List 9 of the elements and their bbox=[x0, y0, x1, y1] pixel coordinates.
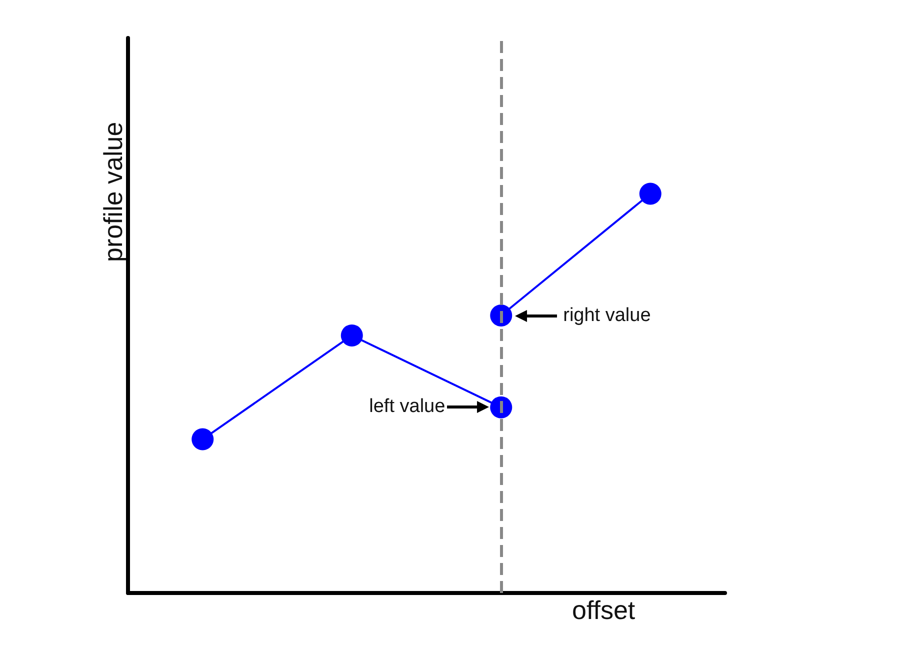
point bbox=[340, 324, 363, 346]
point bbox=[490, 396, 512, 418]
x-axis-title: offset bbox=[572, 595, 636, 625]
point bbox=[490, 304, 512, 326]
y-axis-title: profile value bbox=[98, 122, 128, 262]
annotation: right value bbox=[563, 304, 651, 326]
point bbox=[639, 182, 662, 205]
point bbox=[192, 428, 214, 450]
annotation: left value bbox=[369, 396, 446, 418]
